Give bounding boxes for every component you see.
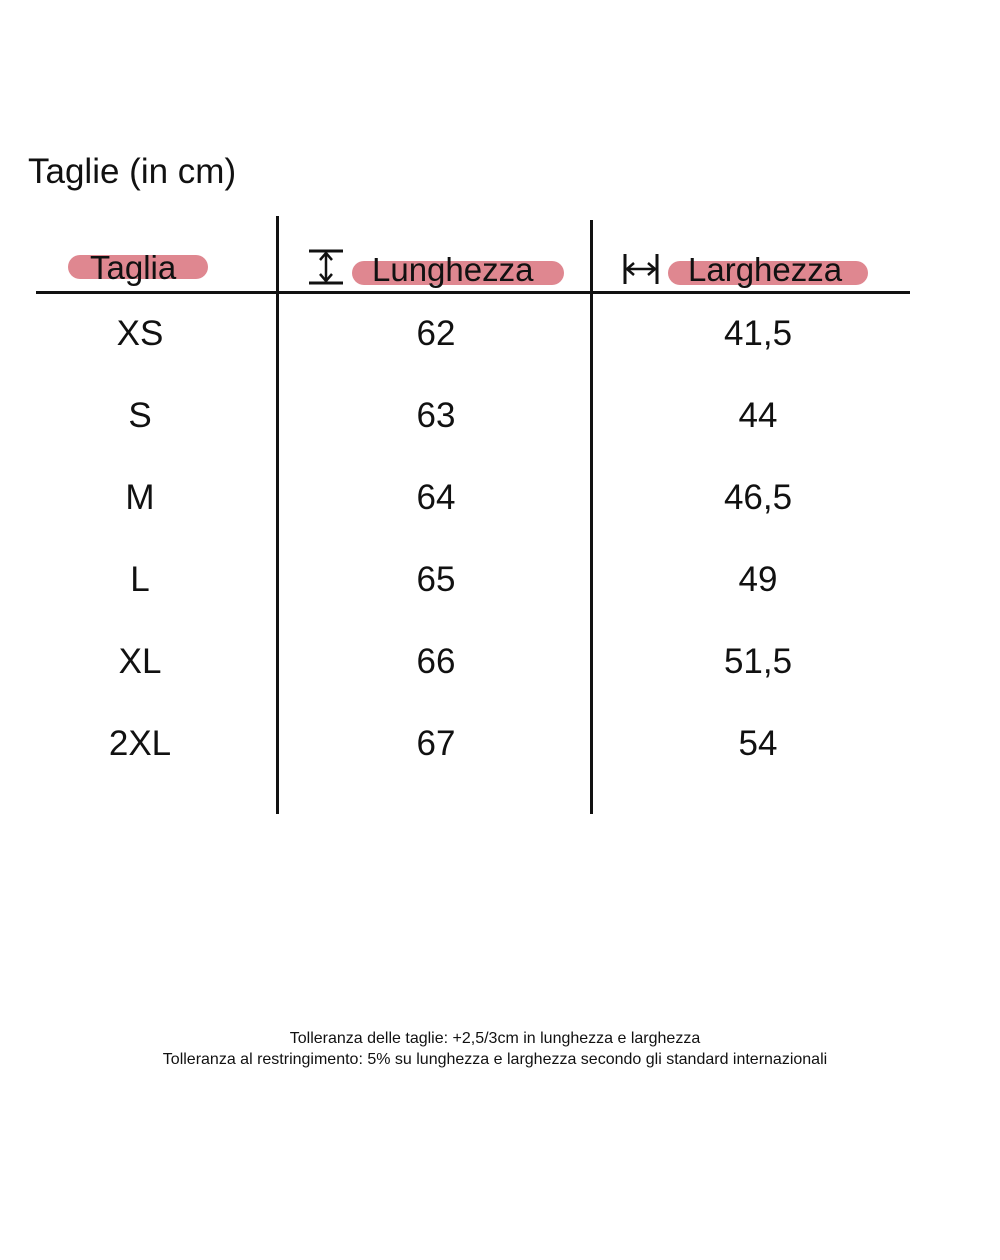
header-highlight	[668, 261, 868, 285]
width-cell: 46,5	[723, 478, 793, 517]
header-highlight	[68, 255, 208, 279]
size-cell: 2XL	[108, 724, 172, 763]
width-cell: 44	[738, 396, 778, 435]
header-divider	[36, 291, 910, 294]
size-cell: S	[128, 396, 152, 435]
length-cell: 63	[416, 396, 456, 435]
size-cell: L	[130, 560, 150, 599]
header-width: Larghezza	[688, 251, 843, 288]
length-cell: 64	[416, 478, 456, 517]
horizontal-width-arrow-icon	[623, 254, 659, 284]
header-highlight	[352, 261, 564, 285]
shrinkage-tolerance-note: Tolleranza al restringimento: 5% su lung…	[162, 1051, 828, 1068]
size-cell: M	[125, 478, 155, 517]
column-divider	[276, 216, 279, 814]
vertical-length-arrow-icon	[309, 249, 343, 285]
width-cell: 41,5	[723, 314, 793, 353]
width-cell: 51,5	[723, 642, 793, 681]
size-tolerance-note: Tolleranza delle taglie: +2,5/3cm in lun…	[289, 1030, 701, 1047]
length-cell: 66	[416, 642, 456, 681]
header-length: Lunghezza	[372, 251, 534, 288]
page-title: Taglie (in cm)	[28, 152, 237, 191]
width-cell: 54	[738, 724, 778, 763]
length-cell: 62	[416, 314, 456, 353]
size-cell: XL	[118, 642, 162, 681]
size-cell: XS	[116, 314, 164, 353]
length-cell: 67	[416, 724, 456, 763]
length-cell: 65	[416, 560, 456, 599]
header-size: Taglia	[90, 249, 177, 286]
width-cell: 49	[738, 560, 778, 599]
column-divider	[590, 220, 593, 814]
